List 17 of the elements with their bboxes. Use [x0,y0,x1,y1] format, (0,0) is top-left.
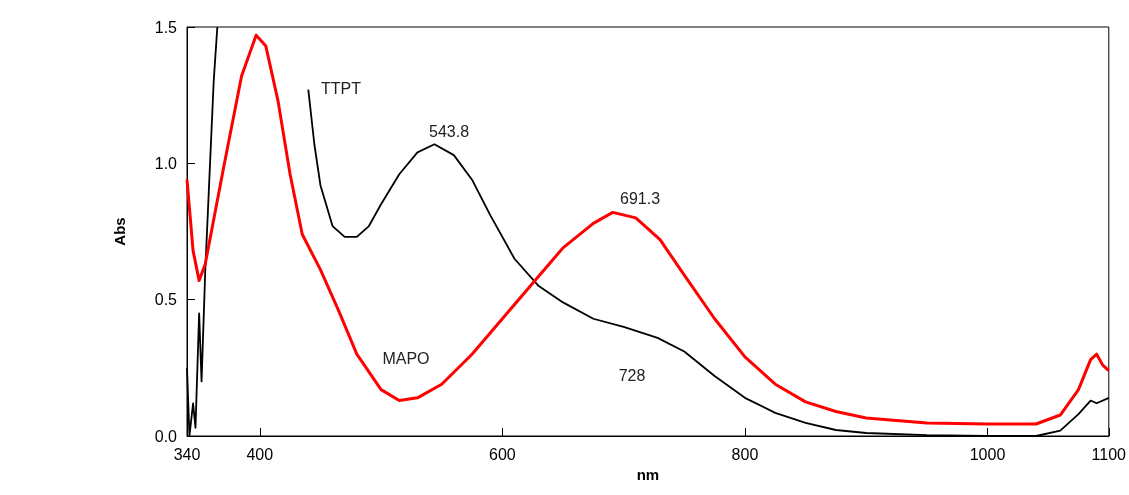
annotation: TTPT [321,79,362,97]
y-tick-label: 0.0 [154,427,178,445]
annotation: MAPO [382,349,430,367]
x-tick-label: 340 [173,445,201,463]
y-tick-label: 1.5 [154,18,178,36]
annotation: 691.3 [619,189,661,207]
annotation: 543.8 [428,122,470,140]
x-axis-title: nm [636,465,660,483]
y-tick-label: 0.5 [154,291,178,309]
annotation: 728 [618,366,646,384]
y-axis-title: Abs [111,217,128,246]
x-tick-label: 1100 [1091,445,1127,463]
x-tick-label: 400 [246,445,274,463]
x-tick-label: 1000 [969,445,1006,463]
y-tick-label: 1.0 [154,154,178,172]
x-tick-label: 600 [489,445,516,463]
x-tick-label: 800 [731,445,759,463]
